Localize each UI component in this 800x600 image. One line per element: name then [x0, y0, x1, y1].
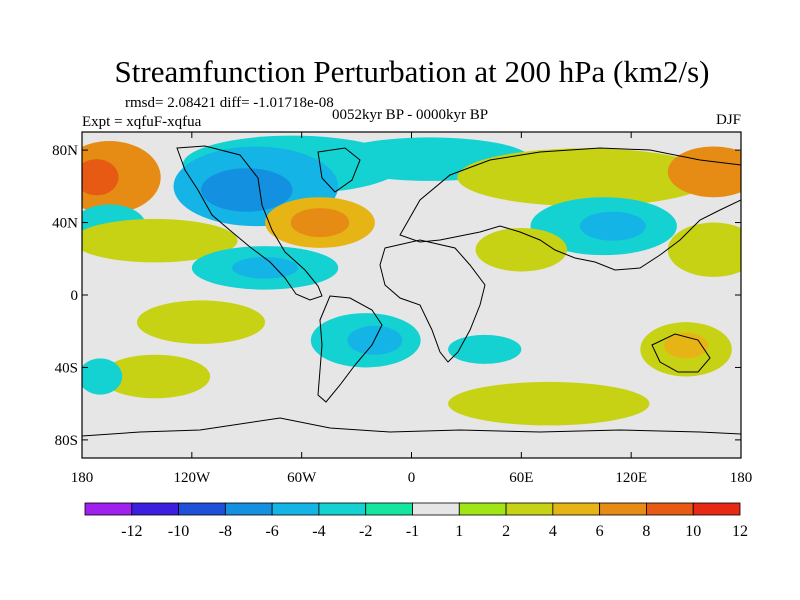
- contour-region-subtropical-low-core: [232, 256, 299, 279]
- coastline-antarctica: [82, 417, 741, 437]
- colorbar-swatch: [505, 502, 554, 516]
- contour-region-n-atlantic-high-core: [290, 208, 350, 238]
- contour-region-asia-low-core: [579, 211, 646, 241]
- x-tick-label: 120W: [173, 470, 211, 486]
- colorbar: -12 -10 -8 -6 -4 -2 -1 1 2 4 6 8 10 12: [84, 502, 748, 540]
- colorbar-label: -8: [219, 523, 232, 540]
- stats-line: rmsd= 2.08421 diff= -1.01718e-08: [125, 95, 334, 111]
- y-tick-label: 80S: [55, 433, 78, 449]
- y-axis-ticks: 80N 40N 0 40S 80S: [52, 143, 741, 449]
- coastline-australia: [651, 333, 711, 373]
- coastline-north-america: [176, 145, 323, 301]
- x-axis-ticks: 180 120W 60W 0 60E 120E 180: [71, 132, 753, 486]
- colorbar-swatch: [271, 502, 320, 516]
- colorbar-swatch: [599, 502, 647, 516]
- colorbar-label: 10: [685, 523, 701, 540]
- colorbar-label: 12: [732, 523, 748, 540]
- season-label: DJF: [716, 112, 741, 128]
- colorbar-label: -6: [265, 523, 278, 540]
- colorbar-label: -4: [312, 523, 325, 540]
- colorbar-swatch: [84, 502, 133, 516]
- colorbar-label: 1: [455, 523, 463, 540]
- y-tick-label: 0: [71, 288, 79, 304]
- y-tick-label: 40N: [52, 216, 78, 232]
- coastline-south-america: [317, 295, 383, 403]
- colorbar-swatch: [131, 502, 179, 516]
- period-label: 0052kyr BP - 0000kyr BP: [332, 107, 488, 123]
- coastline-layer: [82, 145, 741, 437]
- colorbar-swatch: [646, 502, 694, 516]
- colorbar-swatch: [458, 502, 507, 516]
- colorbar-label: -1: [406, 523, 419, 540]
- colorbar-swatch: [552, 502, 601, 516]
- y-tick-label: 80N: [52, 143, 78, 159]
- contour-region-s-pacific-high: [100, 354, 211, 399]
- contour-region-e-pacific-high: [82, 218, 238, 263]
- colorbar-label: 2: [502, 523, 510, 540]
- colorbar-swatch: [224, 502, 273, 516]
- colorbar-label: 8: [642, 523, 650, 540]
- contour-fill-layer: [82, 135, 741, 426]
- colorbar-swatch: [365, 502, 413, 516]
- contour-region-indian-ocean-high: [448, 381, 650, 426]
- y-tick-label: 40S: [55, 360, 78, 376]
- coastline-africa: [379, 239, 486, 363]
- colorbar-label: -2: [359, 523, 372, 540]
- x-tick-label: 60E: [509, 470, 533, 486]
- contour-region-tropical-high: [136, 300, 266, 344]
- x-tick-label: 120E: [615, 470, 647, 486]
- colorbar-label: -10: [168, 523, 189, 540]
- colorbar-swatch: [178, 502, 226, 516]
- colorbar-swatch: [412, 502, 460, 516]
- coastline-europe-asia: [399, 147, 741, 271]
- contour-region-pacific-ne-high: [667, 146, 741, 198]
- x-tick-label: 60W: [287, 470, 317, 486]
- contour-region-n-america-low-core: [200, 168, 293, 212]
- colorbar-label: -12: [121, 523, 142, 540]
- x-tick-label: 180: [71, 470, 94, 486]
- contour-region-middle-east-high: [475, 227, 568, 272]
- contour-region-n-pacific-high: [82, 141, 161, 214]
- colorbar-label: 6: [596, 523, 604, 540]
- colorbar-label: 4: [549, 523, 557, 540]
- x-tick-label: 180: [730, 470, 753, 486]
- coastline-greenland: [317, 147, 361, 193]
- contour-region-s-indian-low: [448, 334, 522, 364]
- map-panel: 180 120W 60W 0 60E 120E 180 80N 40N 0 40S 80S: [52, 131, 753, 486]
- contour-region-eurasia-high: [457, 148, 714, 207]
- experiment-label: Expt = xqfuF-xqfua: [82, 114, 202, 130]
- contour-region-w-pacific-high: [667, 222, 741, 277]
- colorbar-swatch: [692, 502, 741, 516]
- contour-region-n-pacific-core: [82, 159, 119, 196]
- contour-region-sw-pacific-low: [82, 358, 123, 395]
- x-tick-label: 0: [408, 470, 416, 486]
- chart-title: Streamfunction Perturbation at 200 hPa (…: [115, 54, 710, 89]
- colorbar-swatch: [318, 502, 367, 516]
